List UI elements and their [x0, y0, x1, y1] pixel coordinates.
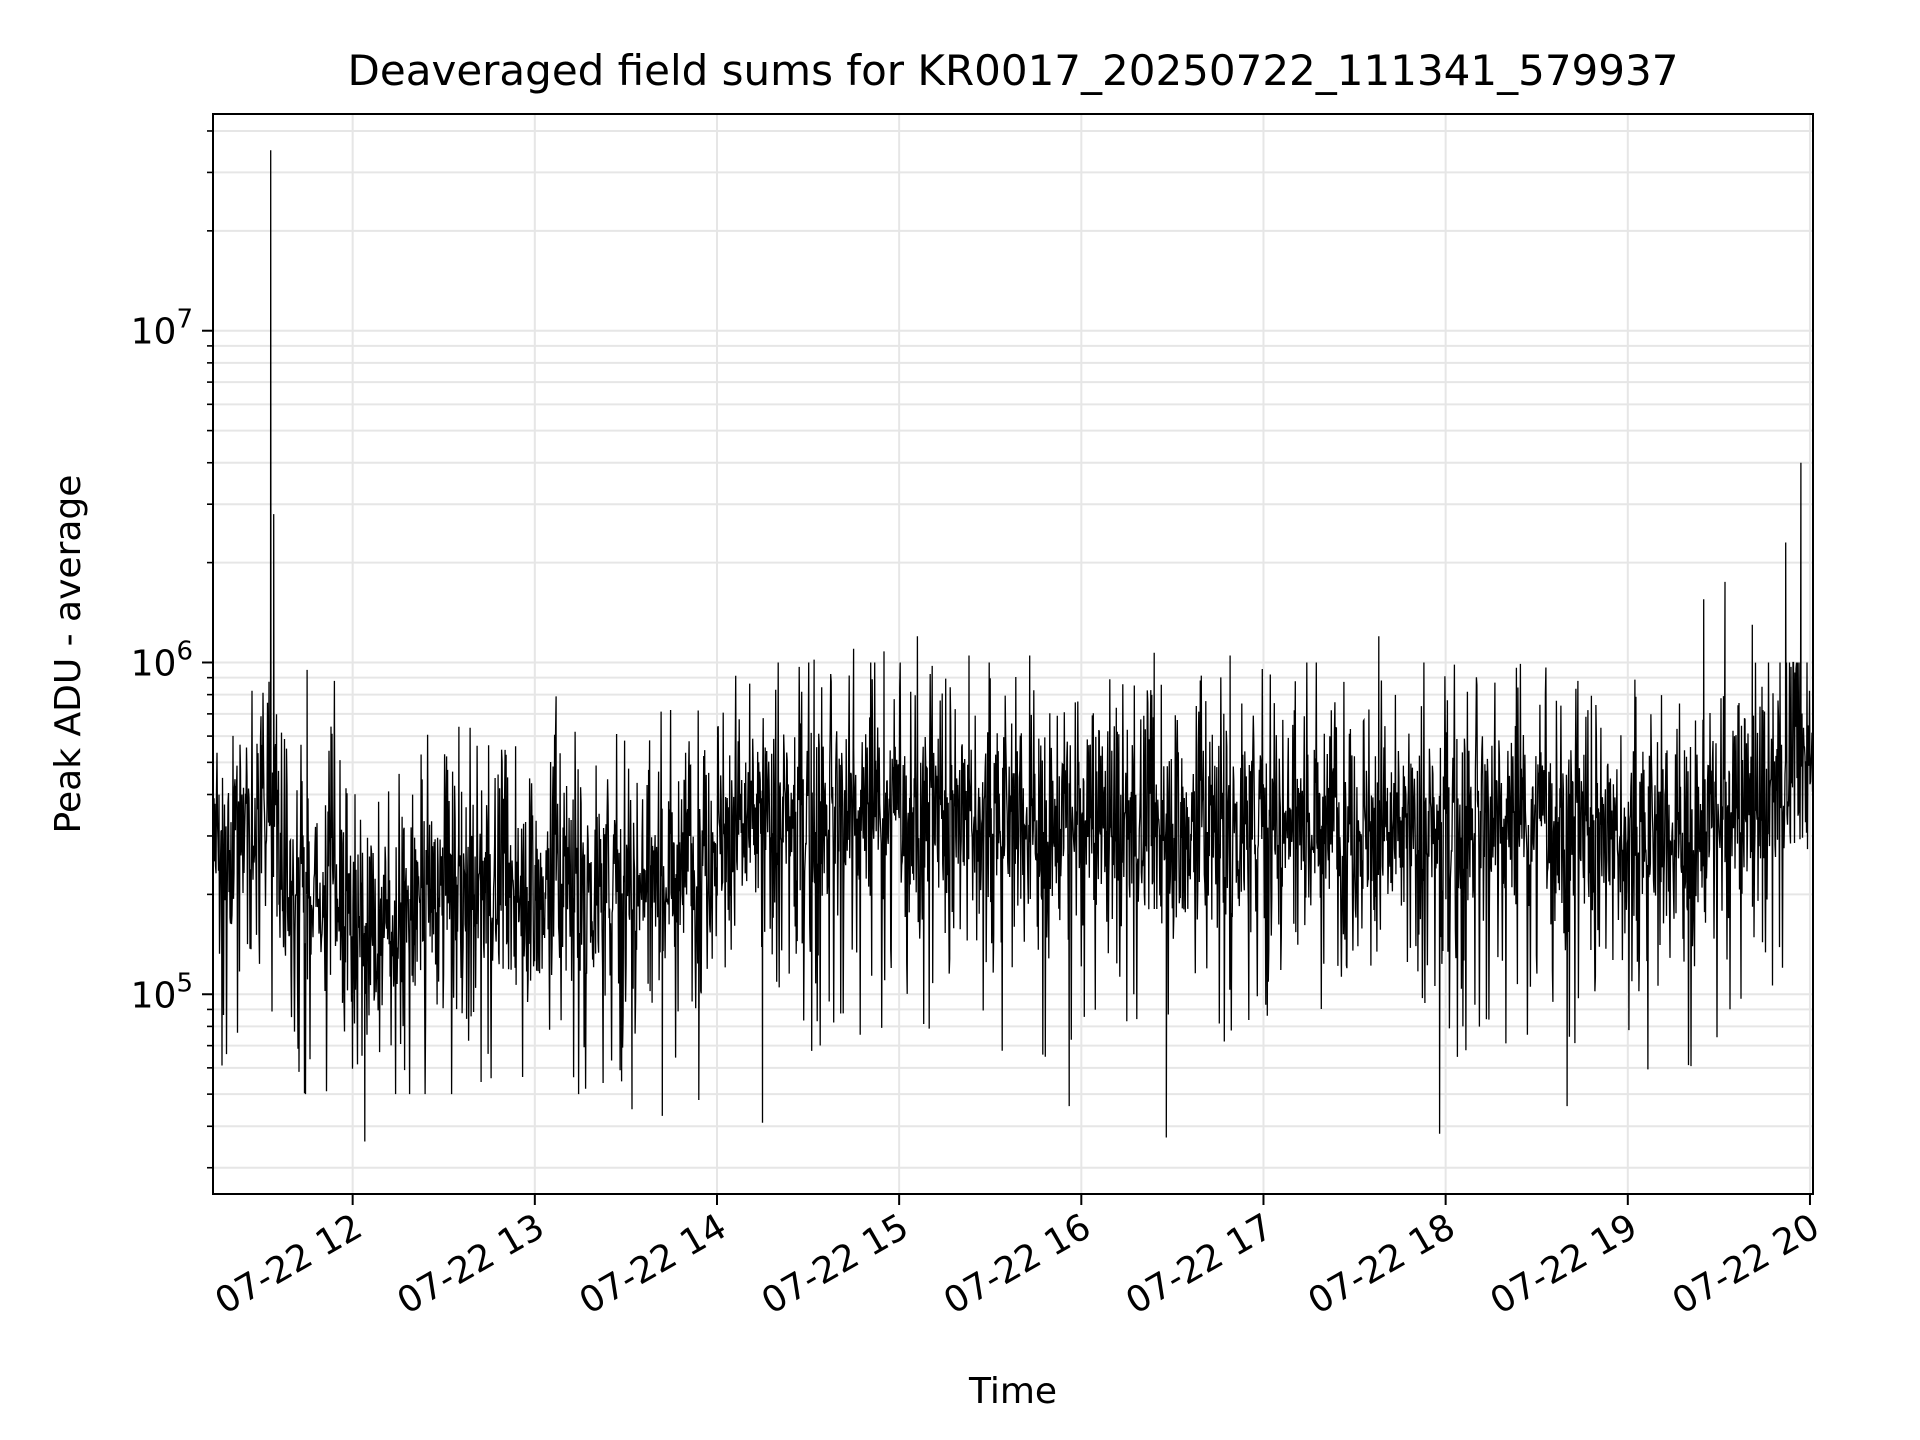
- y-tick-label-exponent: 6: [176, 636, 193, 666]
- y-tick-label-base: 10: [131, 643, 177, 684]
- x-axis-label: Time: [968, 1371, 1057, 1412]
- y-tick-label-base: 10: [131, 975, 177, 1016]
- y-tick-label-exponent: 7: [176, 305, 193, 335]
- y-tick-label-exponent: 5: [176, 968, 193, 998]
- y-tick-label: 106: [131, 636, 193, 684]
- y-tick-label: 105: [131, 968, 193, 1016]
- data-series-line: [213, 150, 1813, 1142]
- series-layer: [213, 150, 1813, 1142]
- chart-title: Deaveraged field sums for KR0017_2025072…: [348, 46, 1679, 95]
- y-tick-label-base: 10: [131, 312, 177, 353]
- y-tick-label: 107: [131, 305, 193, 353]
- y-axis-label: Peak ADU - average: [48, 475, 89, 834]
- plot-frame: [212, 113, 1814, 1195]
